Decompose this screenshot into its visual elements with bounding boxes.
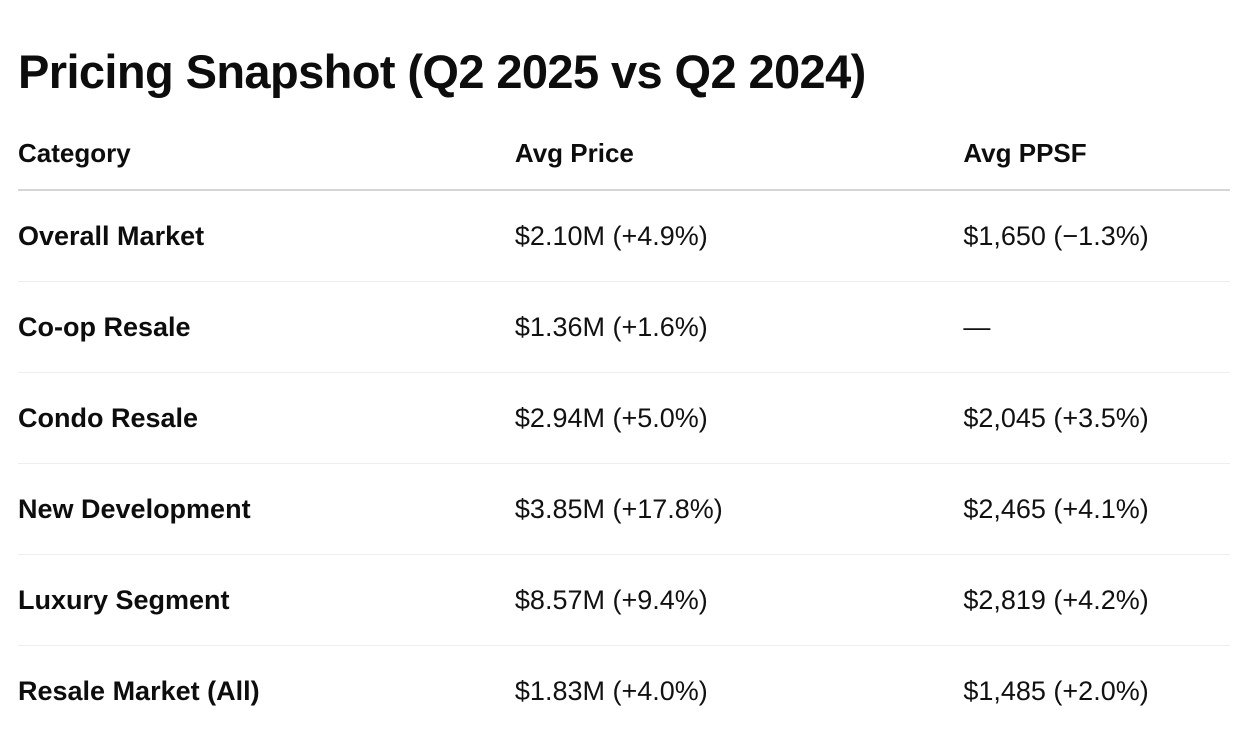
avg-price-cell: $8.57M (+9.4%) [514,554,964,647]
category-cell: Resale Market (All) [18,676,260,707]
avg-price-cell: $3.85M (+17.8%) [514,463,964,556]
avg-price-cell: $2.94M (+5.0%) [514,372,964,465]
pricing-table: Category Avg Price Avg PPSF Overall Mark… [18,99,1230,736]
avg-price-cell: $2.10M (+4.9%) [514,190,964,283]
table-header: Category Avg Price Avg PPSF [18,99,1230,192]
header-row: Category Avg Price Avg PPSF [18,99,1230,192]
column-header-avg-price: Avg Price [514,99,964,192]
avg-ppsf-cell: $2,045 (+3.5%) [963,372,1230,465]
table-row: Co-op Resale $1.36M (+1.6%) — [18,281,1230,374]
avg-price-cell: $1.36M (+1.6%) [514,281,964,374]
table-row: Luxury Segment $8.57M (+9.4%) $2,819 (+4.2… [18,554,1230,647]
avg-ppsf-cell: — [963,281,1230,374]
avg-ppsf-cell: $1,485 (+2.0%) [963,676,1149,707]
column-header-category: Category [18,99,515,192]
table-row: Resale Market (All) $1.83M (+4.0%) $1,485 … [18,646,1230,737]
category-cell: Co-op Resale [18,281,515,374]
category-cell: Overall Market [18,190,515,283]
avg-ppsf-cell: $2,819 (+4.2%) [963,554,1230,647]
page-title: Pricing Snapshot (Q2 2025 vs Q2 2024) [18,45,866,98]
category-cell: Condo Resale [18,372,515,465]
table-row: Condo Resale $2.94M (+5.0%) $2,045 (+3.5%) [18,372,1230,465]
table-row: New Development $3.85M (+17.8%) $2,465 (+4… [18,463,1230,556]
column-header-avg-ppsf: Avg PPSF [963,99,1230,192]
category-cell: New Development [18,463,515,556]
avg-ppsf-cell: $2,465 (+4.1%) [963,463,1230,556]
avg-ppsf-cell: $1,650 (−1.3%) [963,190,1230,283]
avg-price-cell: $1.83M (+4.0%) [514,676,708,707]
table-body: Overall Market $2.10M (+4.9%) $1,650 (−1.3… [18,190,1230,736]
table-row: Overall Market $2.10M (+4.9%) $1,650 (−1.3… [18,190,1230,283]
category-cell: Luxury Segment [18,554,515,647]
